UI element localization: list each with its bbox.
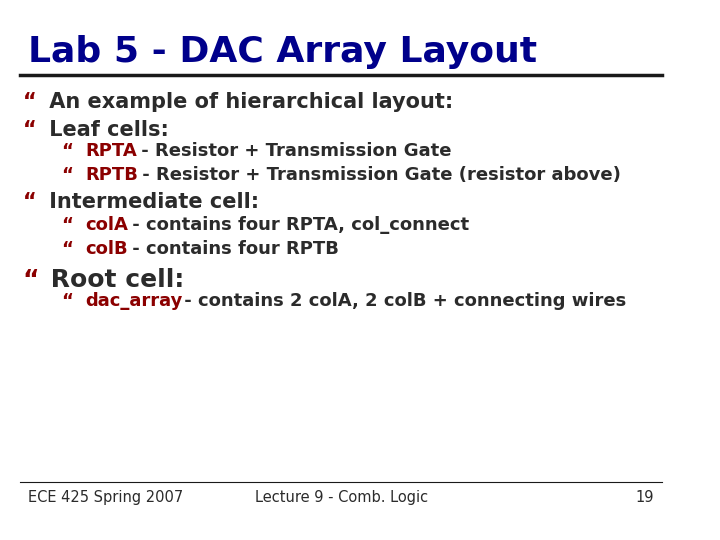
Text: colB: colB: [86, 240, 128, 258]
Text: “: “: [60, 292, 73, 310]
Text: “: “: [23, 268, 40, 292]
Text: dac_array: dac_array: [86, 292, 183, 310]
Text: Leaf cells:: Leaf cells:: [42, 120, 168, 140]
Text: - contains four RPTB: - contains four RPTB: [126, 240, 339, 258]
Text: RPTA: RPTA: [86, 142, 138, 160]
Text: “: “: [23, 92, 37, 112]
Text: 19: 19: [635, 490, 654, 505]
Text: “: “: [23, 120, 37, 140]
Text: An example of hierarchical layout:: An example of hierarchical layout:: [42, 92, 453, 112]
Text: - contains 2 colA, 2 colB + connecting wires: - contains 2 colA, 2 colB + connecting w…: [178, 292, 626, 310]
Text: “: “: [60, 166, 73, 184]
Text: RPTB: RPTB: [86, 166, 138, 184]
Text: colA: colA: [86, 216, 128, 234]
Text: - Resistor + Transmission Gate (resistor above): - Resistor + Transmission Gate (resistor…: [135, 166, 621, 184]
Text: Root cell:: Root cell:: [42, 268, 184, 292]
Text: “: “: [23, 192, 37, 212]
Text: Intermediate cell:: Intermediate cell:: [42, 192, 258, 212]
Text: - contains four RPTA, col_connect: - contains four RPTA, col_connect: [126, 216, 469, 234]
Text: “: “: [60, 216, 73, 234]
Text: Lecture 9 - Comb. Logic: Lecture 9 - Comb. Logic: [255, 490, 428, 505]
Text: “: “: [60, 240, 73, 258]
Text: - Resistor + Transmission Gate: - Resistor + Transmission Gate: [135, 142, 451, 160]
Text: Lab 5 - DAC Array Layout: Lab 5 - DAC Array Layout: [28, 35, 538, 69]
Text: “: “: [60, 142, 73, 160]
Text: ECE 425 Spring 2007: ECE 425 Spring 2007: [28, 490, 184, 505]
